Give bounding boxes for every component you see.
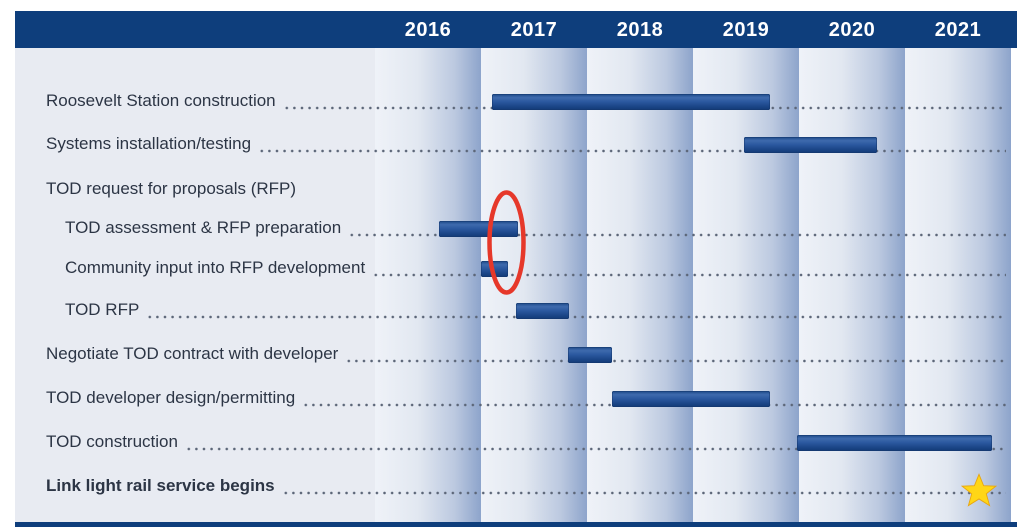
highlight-ellipse-annotation (487, 190, 526, 295)
gantt-bar (491, 94, 771, 110)
task-label: Systems installation/testing (46, 134, 252, 153)
task-row: TOD assessment & RFP preparation (65, 218, 1008, 238)
year-label-2019: 2019 (722, 19, 770, 41)
leader-dots (258, 149, 1006, 153)
gantt-bar (567, 347, 613, 363)
year-band-2018 (587, 48, 693, 522)
year-label-2017: 2017 (510, 19, 558, 41)
task-row: Negotiate TOD contract with developer (46, 344, 1008, 364)
year-band-2016 (375, 48, 481, 522)
leader-dots (345, 359, 1006, 363)
task-label: TOD RFP (65, 300, 140, 319)
task-label: TOD developer design/permitting (46, 388, 296, 407)
task-label: Link light rail service begins (46, 476, 275, 495)
task-label: Negotiate TOD contract with developer (46, 344, 339, 363)
gantt-bar (796, 435, 992, 451)
gantt-bar (612, 391, 771, 407)
task-row: TOD developer design/permitting (46, 388, 1008, 408)
year-label-2021: 2021 (934, 19, 982, 41)
task-label: TOD construction (46, 432, 178, 451)
task-row: Community input into RFP development (65, 258, 1008, 278)
task-row: TOD request for proposals (RFP) (46, 179, 1008, 199)
task-row: TOD construction (46, 432, 1008, 452)
year-label-2020: 2020 (828, 19, 876, 41)
bottom-rule (15, 522, 1017, 527)
leader-dots (372, 273, 1006, 277)
milestone-star-icon (961, 472, 998, 507)
leader-dots (281, 491, 1006, 495)
task-row: Link light rail service begins (46, 476, 1008, 496)
leader-dots (184, 447, 1006, 451)
year-axis-header (15, 11, 1017, 48)
leader-dots (348, 233, 1006, 237)
year-label-2018: 2018 (616, 19, 664, 41)
leader-dots (146, 315, 1006, 319)
year-band-2019 (693, 48, 799, 522)
task-row: TOD RFP (65, 300, 1008, 320)
gantt-bar (515, 303, 569, 319)
task-label: Roosevelt Station construction (46, 91, 276, 110)
gantt-bar (743, 137, 878, 153)
task-label: Community input into RFP development (65, 258, 366, 277)
task-label: TOD request for proposals (RFP) (46, 179, 297, 198)
task-row: Systems installation/testing (46, 134, 1008, 154)
gantt-bar (438, 221, 519, 237)
task-label: TOD assessment & RFP preparation (65, 218, 342, 237)
year-label-2016: 2016 (404, 19, 452, 41)
